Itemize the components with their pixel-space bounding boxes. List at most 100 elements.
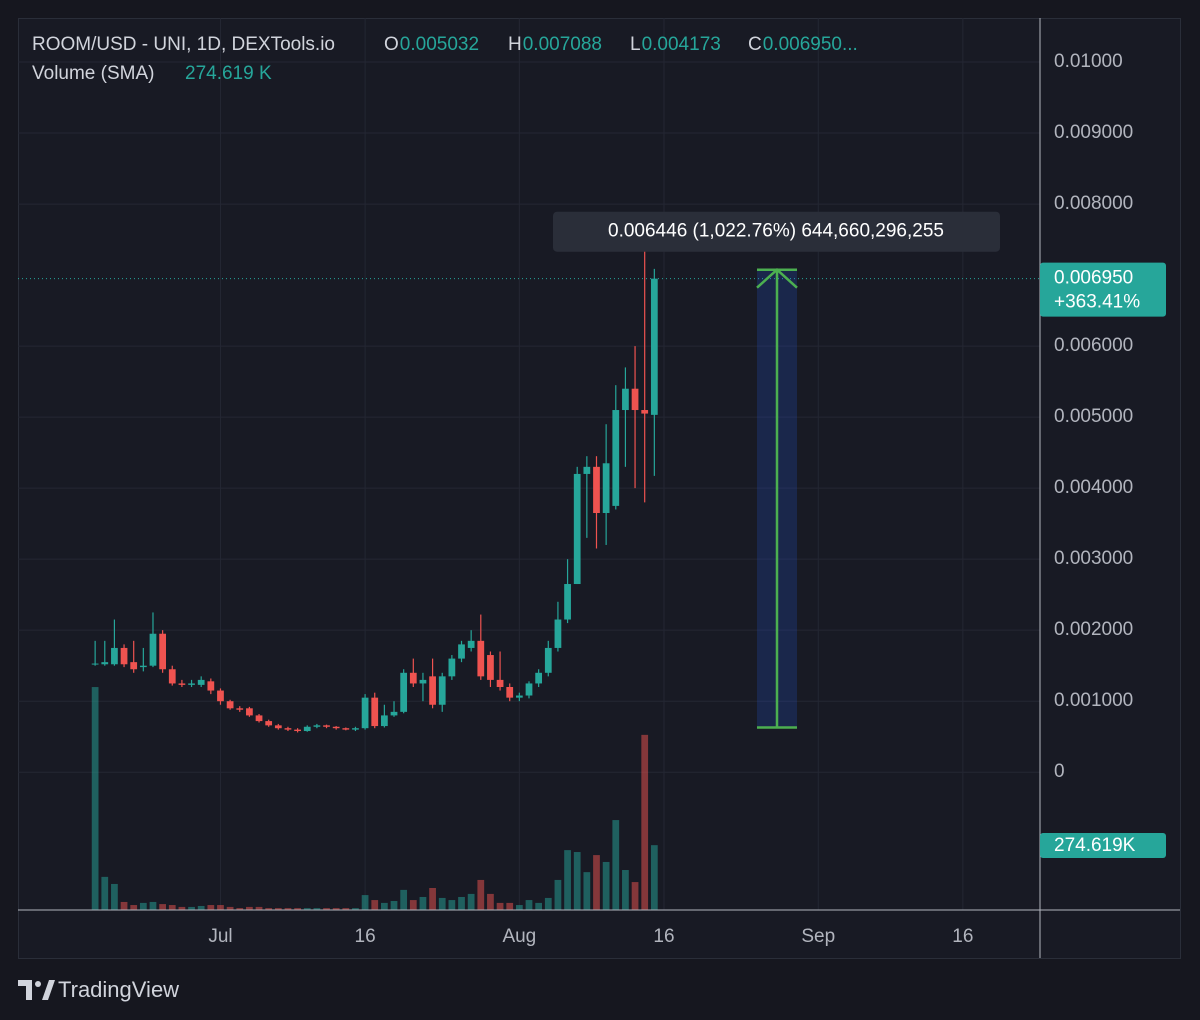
marks	[91, 239, 658, 910]
candle-body	[361, 697, 369, 729]
volume-bar	[641, 734, 649, 910]
candle-body	[612, 410, 620, 506]
y-tick-label: 0.005000	[1054, 406, 1133, 427]
volume-bar	[371, 900, 379, 910]
volume-bar	[477, 879, 485, 910]
candle-body	[390, 711, 398, 716]
candle-body	[91, 663, 99, 665]
volume-bar	[178, 906, 186, 910]
volume-bar	[448, 900, 456, 910]
volume-bar	[265, 908, 273, 910]
last-price-label: 0.006950	[1054, 268, 1133, 289]
legend-value: 0.006950...	[763, 34, 858, 55]
legend-key: H	[508, 34, 522, 55]
candle-body	[323, 725, 330, 727]
volume-bar	[91, 687, 99, 910]
candle-body	[448, 658, 456, 677]
volume-bar	[361, 895, 369, 910]
volume-bar	[631, 882, 639, 910]
volume-bar	[583, 872, 591, 910]
volume-bar	[467, 893, 475, 910]
candle-body	[294, 729, 301, 732]
candle-body	[207, 681, 215, 691]
y-tick-label: 0.004000	[1054, 477, 1133, 498]
last-price-change: +363.41%	[1054, 292, 1140, 313]
volume-bar	[650, 845, 658, 910]
candle-body	[332, 726, 340, 729]
volume-bar	[342, 908, 350, 910]
volume-bar	[593, 855, 600, 910]
candle-body	[487, 655, 494, 680]
legend-volume-value: 274.619 K	[185, 63, 272, 84]
candle-body	[438, 676, 446, 705]
candle-body	[120, 647, 128, 665]
volume-bar	[390, 901, 398, 910]
volume-bar	[111, 883, 118, 910]
candle-body	[303, 726, 311, 732]
candle-body	[583, 466, 591, 474]
measure-label-box	[553, 211, 1000, 252]
volume-bar	[120, 901, 128, 910]
volume-bar	[409, 900, 417, 910]
volume-sma-label: 274.619K	[1054, 835, 1136, 856]
candle-body	[130, 662, 138, 670]
legend-symbol: ROOM/USD - UNI, 1D, DEXTools.io	[32, 34, 335, 55]
candle-body	[255, 715, 263, 722]
x-tick-label: Sep	[801, 926, 835, 947]
brand: TradingView	[58, 977, 179, 1002]
candle-body	[419, 679, 427, 684]
candle-body	[139, 665, 147, 668]
y-tick-label: 0.009000	[1054, 122, 1133, 143]
volume-bar	[622, 870, 629, 910]
volume-bar	[506, 902, 514, 910]
volume-bar	[544, 897, 552, 910]
x-tick-label: 16	[653, 926, 674, 947]
legend-key: C	[748, 34, 762, 55]
candle-body	[650, 278, 658, 415]
volume-bar	[159, 904, 166, 910]
candle-body	[352, 728, 359, 730]
candle-body	[342, 728, 350, 730]
measure-label: 0.006446 (1,022.76%) 644,660,296,255	[608, 221, 944, 242]
y-tick-label: 0.01000	[1054, 51, 1123, 72]
last-price-box	[1040, 262, 1166, 317]
candle-body	[111, 647, 118, 665]
y-tick-label: 0	[1054, 761, 1065, 782]
candle-body	[284, 728, 292, 730]
volume-bar	[168, 905, 176, 910]
candle-body	[477, 640, 485, 677]
candle-body	[217, 690, 224, 702]
candle-body	[274, 725, 282, 729]
candle-body	[631, 388, 639, 411]
y-tick-label: 0.003000	[1054, 548, 1133, 569]
candle-body	[564, 584, 571, 620]
volume-bar	[303, 908, 311, 910]
x-tick-label: Jul	[208, 926, 232, 947]
legend-volume-name: Volume (SMA)	[32, 63, 154, 84]
candle-body	[159, 633, 166, 670]
candle-body	[226, 701, 234, 709]
legend-key: L	[630, 34, 641, 55]
x-tick-label: 16	[355, 926, 376, 947]
volume-bar	[496, 902, 504, 910]
x-tick-label: Aug	[502, 926, 536, 947]
volume-bar	[602, 861, 610, 910]
legend-value: 0.004173	[642, 34, 721, 55]
volume-bar	[274, 908, 282, 910]
volume-bar	[515, 905, 523, 910]
candle-body	[593, 466, 600, 514]
volume-bar	[313, 908, 321, 910]
legend-key: O	[384, 34, 399, 55]
candle-body	[535, 672, 543, 684]
y-tick-label: 0.001000	[1054, 690, 1133, 711]
candle-body	[101, 662, 109, 665]
volume-bar	[332, 908, 340, 910]
measure-arrowhead	[756, 268, 798, 289]
volume-bar	[612, 820, 620, 910]
candle-body	[265, 721, 273, 726]
candle-body	[197, 679, 205, 685]
volume-bar	[149, 901, 157, 910]
volume-bar	[400, 889, 408, 910]
volume-bar	[246, 906, 253, 910]
